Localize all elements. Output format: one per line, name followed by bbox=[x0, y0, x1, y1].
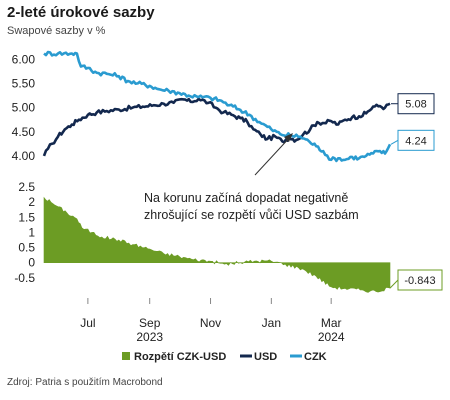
x-axis: Jul Sep Nov Jan Mar 2023 2024 bbox=[80, 298, 345, 344]
chart-subtitle: Swapové sazby v % bbox=[7, 25, 106, 37]
bottom-panel: 2.521.51 0.50-0.5 -0.843 bbox=[14, 180, 443, 293]
top-lines bbox=[42, 50, 392, 163]
x-tick-label: Sep bbox=[139, 316, 161, 330]
annotation-arrow bbox=[254, 134, 293, 176]
top-y-axis: 6.00 5.50 5.00 4.50 4.00 bbox=[12, 52, 36, 163]
top-y-tick-label: 6.00 bbox=[12, 52, 36, 66]
spread-end-leader bbox=[389, 279, 399, 289]
top-y-tick-label: 4.00 bbox=[12, 149, 36, 163]
czk-end-leader bbox=[390, 139, 399, 145]
bottom-y-axis: 2.521.51 0.50-0.5 bbox=[14, 180, 35, 285]
bottom-y-tick-label: 1 bbox=[28, 225, 35, 239]
x-tick-label: Mar bbox=[321, 316, 342, 330]
czk-end-label: 4.24 bbox=[405, 135, 426, 147]
legend-label: USD bbox=[254, 351, 277, 363]
x-year-label: 2024 bbox=[318, 330, 345, 344]
top-panel: 6.00 5.50 5.00 4.50 4.00 5.08 4.24 bbox=[12, 50, 435, 163]
usd-end-box bbox=[397, 93, 435, 115]
bottom-y-tick-label: 1.5 bbox=[18, 210, 35, 224]
annotation-line-1: Na korunu začíná dopadat negativně bbox=[144, 191, 348, 205]
spread-area-fill bbox=[43, 196, 391, 293]
bottom-y-tick-label: 0.5 bbox=[18, 241, 35, 255]
bottom-y-tick-label: 0 bbox=[28, 256, 35, 270]
legend: Rozpětí CZK-USD USD CZK bbox=[122, 351, 327, 363]
annotation-line-2: zhrošující se rozpětí vůči USD sazbám bbox=[144, 208, 359, 222]
legend-swatch-spread bbox=[122, 352, 130, 360]
czk-end-box bbox=[397, 129, 435, 151]
annotation: Na korunu začíná dopadat negativně zhroš… bbox=[144, 133, 359, 222]
x-year-label: 2023 bbox=[136, 330, 163, 344]
legend-label: Rozpětí CZK-USD bbox=[134, 351, 226, 363]
x-tick-label: Jul bbox=[80, 316, 95, 330]
x-tick-label: Nov bbox=[200, 316, 221, 330]
annotation-arrowhead bbox=[284, 133, 293, 142]
czk-line bbox=[43, 50, 392, 163]
spread-end-label: -0.843 bbox=[404, 275, 435, 287]
spread-area bbox=[43, 196, 391, 293]
bottom-end-labels: -0.843 bbox=[389, 269, 443, 291]
top-end-labels: 5.08 4.24 bbox=[390, 93, 435, 151]
usd-end-label: 5.08 bbox=[405, 99, 426, 111]
bottom-y-tick-label: 2 bbox=[28, 195, 35, 209]
usd-line bbox=[42, 97, 391, 157]
top-y-tick-label: 5.00 bbox=[12, 101, 36, 115]
bottom-y-tick-label: 2.5 bbox=[18, 180, 35, 194]
chart-title: 2-leté úrokové sazby bbox=[7, 4, 155, 21]
top-y-tick-label: 5.50 bbox=[12, 76, 36, 90]
spread-end-box bbox=[397, 269, 443, 291]
top-y-tick-label: 4.50 bbox=[12, 125, 36, 139]
x-tick-label: Jan bbox=[262, 316, 281, 330]
legend-label: CZK bbox=[304, 351, 327, 363]
bottom-y-tick-label: -0.5 bbox=[14, 271, 35, 285]
source-note: Zdroj: Patria s použitím Macrobond bbox=[7, 377, 163, 388]
